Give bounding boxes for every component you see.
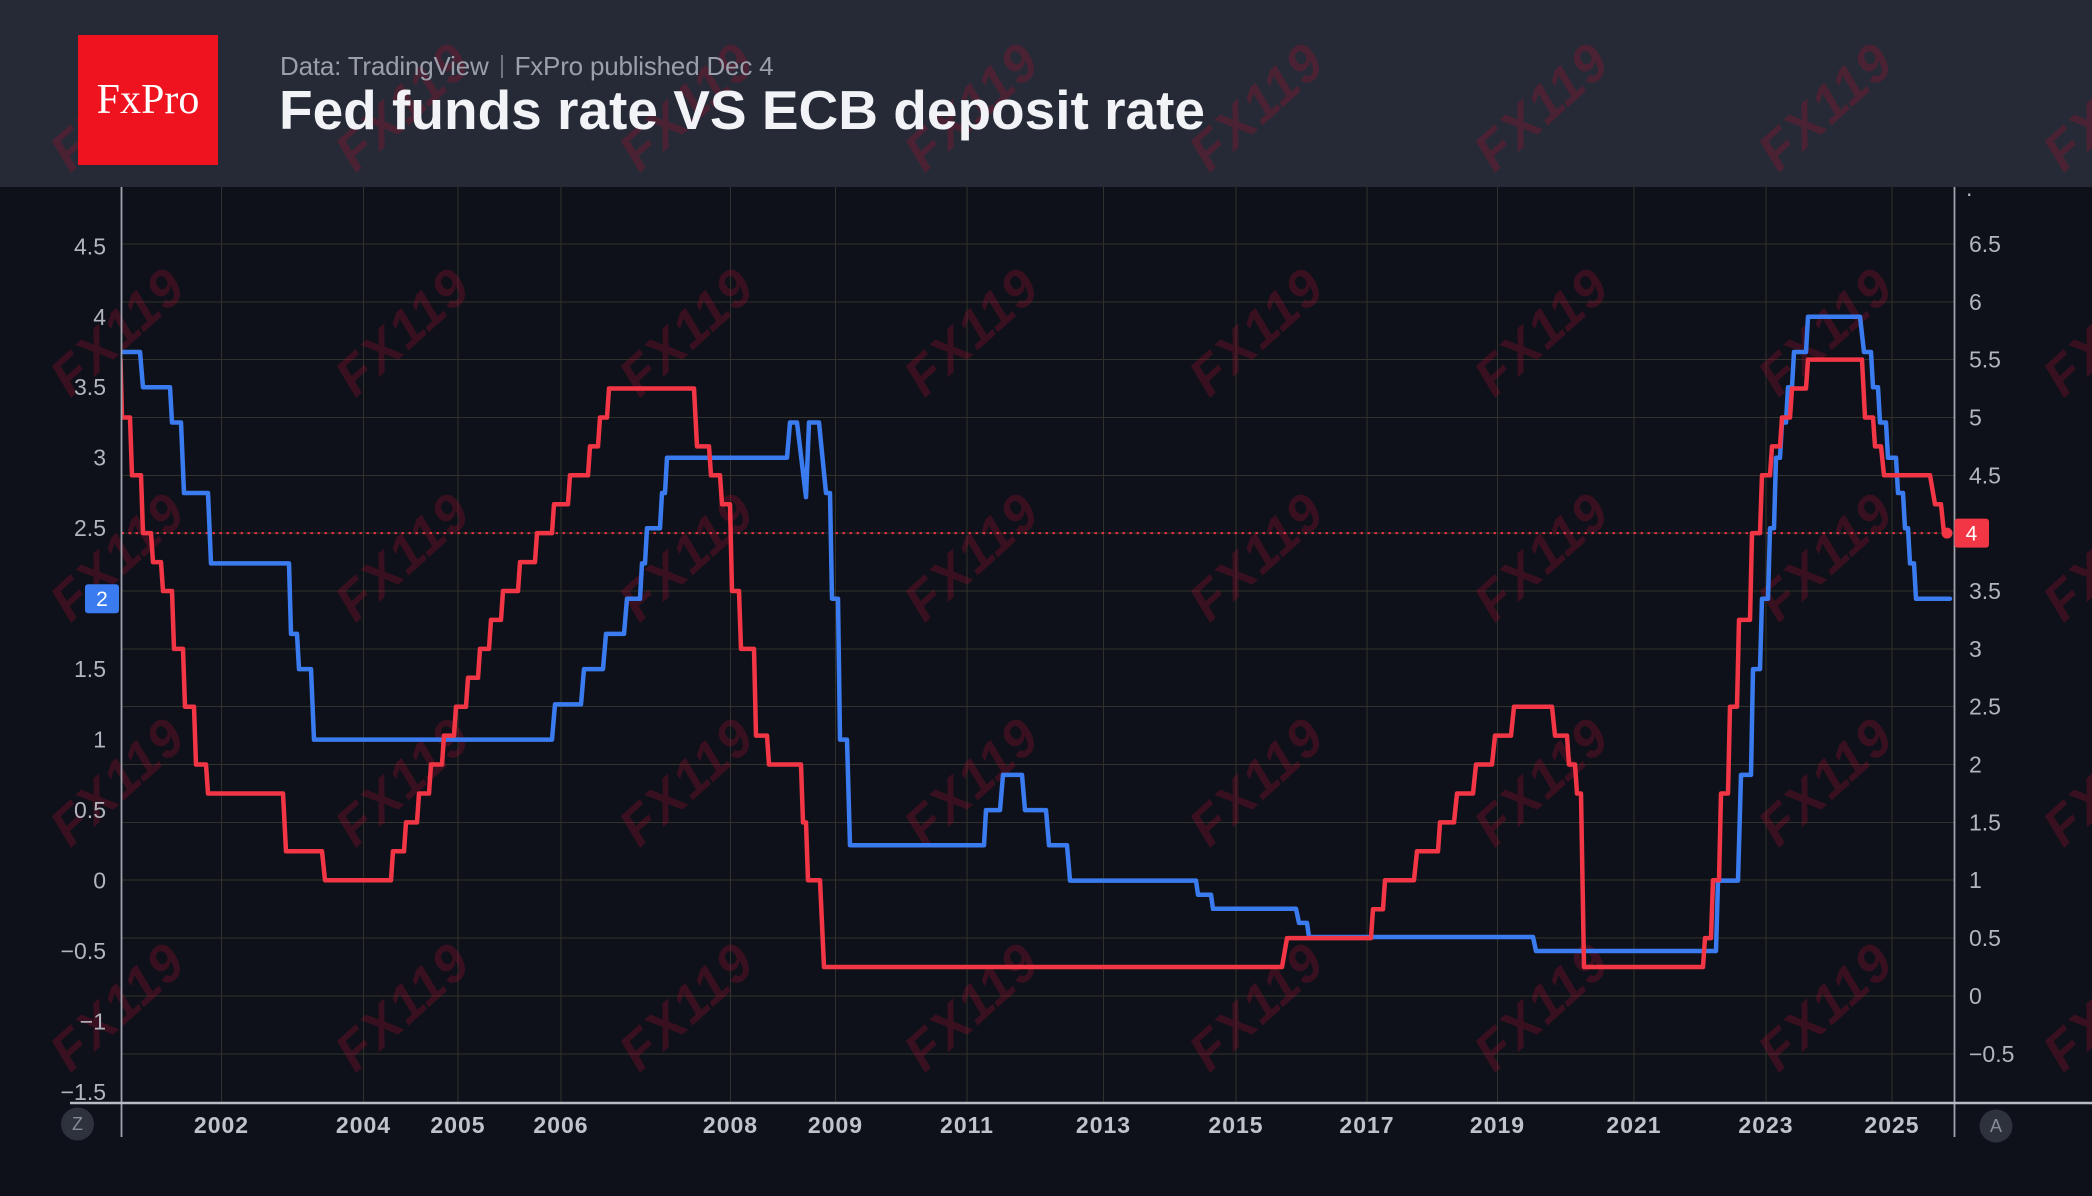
svg-text:FX119: FX119 bbox=[893, 482, 1051, 633]
svg-text:3.5: 3.5 bbox=[74, 374, 106, 400]
svg-text:4.5: 4.5 bbox=[1969, 462, 2001, 488]
svg-text:0: 0 bbox=[1969, 983, 1982, 1009]
svg-text:−1: −1 bbox=[80, 1009, 106, 1035]
svg-text:4: 4 bbox=[93, 304, 106, 330]
svg-text:3.5: 3.5 bbox=[1969, 578, 2001, 604]
svg-text:1: 1 bbox=[93, 727, 106, 753]
svg-text:6.5: 6.5 bbox=[1969, 231, 2001, 257]
svg-text:FX119: FX119 bbox=[1178, 707, 1336, 858]
svg-text:FX119: FX119 bbox=[608, 932, 766, 1083]
svg-text:5.5: 5.5 bbox=[1969, 347, 2001, 373]
svg-text:FX119: FX119 bbox=[1747, 257, 1905, 408]
svg-text:Z: Z bbox=[72, 1114, 83, 1134]
svg-text:2: 2 bbox=[96, 588, 108, 611]
svg-text:0: 0 bbox=[93, 868, 106, 894]
svg-text:2006: 2006 bbox=[533, 1112, 588, 1138]
svg-text:FX119: FX119 bbox=[39, 707, 197, 858]
svg-text:FX119: FX119 bbox=[2032, 257, 2092, 408]
svg-text:2.5: 2.5 bbox=[1969, 694, 2001, 720]
svg-text:0.5: 0.5 bbox=[74, 797, 106, 823]
svg-text:−0.5: −0.5 bbox=[1969, 1041, 2014, 1067]
svg-text:2005: 2005 bbox=[430, 1112, 485, 1138]
svg-text:2.5: 2.5 bbox=[74, 515, 106, 541]
svg-text:FX119: FX119 bbox=[1178, 932, 1336, 1083]
svg-text:2023: 2023 bbox=[1738, 1112, 1793, 1138]
svg-text:4: 4 bbox=[1966, 523, 1978, 546]
svg-text:2015: 2015 bbox=[1208, 1112, 1263, 1138]
svg-text:2025: 2025 bbox=[1864, 1112, 1919, 1138]
svg-text:2021: 2021 bbox=[1606, 1112, 1661, 1138]
svg-text:−1.5: −1.5 bbox=[61, 1079, 106, 1105]
svg-text:FX119: FX119 bbox=[1747, 707, 1905, 858]
svg-text:2002: 2002 bbox=[194, 1112, 249, 1138]
svg-text:FX119: FX119 bbox=[1463, 32, 1621, 183]
svg-text:FX119: FX119 bbox=[893, 707, 1051, 858]
svg-text:FX119: FX119 bbox=[2032, 32, 2092, 183]
svg-text:FX119: FX119 bbox=[1178, 257, 1336, 408]
svg-text:3: 3 bbox=[93, 445, 106, 471]
svg-text:0.5: 0.5 bbox=[1969, 925, 2001, 951]
svg-text:5: 5 bbox=[1969, 405, 1982, 431]
svg-text:6: 6 bbox=[1969, 289, 1982, 315]
svg-text:FX119: FX119 bbox=[2032, 707, 2092, 858]
svg-text:FX119: FX119 bbox=[2032, 482, 2092, 633]
svg-text:FX119: FX119 bbox=[1747, 932, 1905, 1083]
svg-text:3: 3 bbox=[1969, 636, 1982, 662]
svg-text:FX119: FX119 bbox=[608, 707, 766, 858]
svg-text:.: . bbox=[1966, 175, 1972, 201]
svg-text:−0.5: −0.5 bbox=[61, 938, 106, 964]
svg-text:FX119: FX119 bbox=[608, 482, 766, 633]
svg-text:FX119: FX119 bbox=[1463, 932, 1621, 1083]
svg-text:FX119: FX119 bbox=[893, 932, 1051, 1083]
svg-text:2: 2 bbox=[1969, 752, 1982, 778]
svg-text:FX119: FX119 bbox=[608, 257, 766, 408]
svg-text:2013: 2013 bbox=[1076, 1112, 1131, 1138]
svg-text:1.5: 1.5 bbox=[74, 656, 106, 682]
svg-text:2017: 2017 bbox=[1339, 1112, 1394, 1138]
svg-text:FX119: FX119 bbox=[1463, 707, 1621, 858]
svg-text:FX119: FX119 bbox=[1463, 482, 1621, 633]
svg-text:2004: 2004 bbox=[336, 1112, 391, 1138]
svg-text:FX119: FX119 bbox=[1463, 257, 1621, 408]
svg-text:FX119: FX119 bbox=[1747, 32, 1905, 183]
svg-text:FX119: FX119 bbox=[1178, 482, 1336, 633]
svg-text:FX119: FX119 bbox=[2032, 932, 2092, 1083]
svg-text:2009: 2009 bbox=[808, 1112, 863, 1138]
svg-text:1.5: 1.5 bbox=[1969, 809, 2001, 835]
svg-text:2019: 2019 bbox=[1470, 1112, 1525, 1138]
svg-text:FX119: FX119 bbox=[39, 257, 197, 408]
svg-text:FX119: FX119 bbox=[893, 257, 1051, 408]
svg-text:1: 1 bbox=[1969, 867, 1982, 893]
svg-text:2011: 2011 bbox=[940, 1112, 994, 1138]
svg-text:2008: 2008 bbox=[703, 1112, 758, 1138]
svg-text:4.5: 4.5 bbox=[74, 233, 106, 259]
svg-text:A: A bbox=[1990, 1116, 2002, 1136]
